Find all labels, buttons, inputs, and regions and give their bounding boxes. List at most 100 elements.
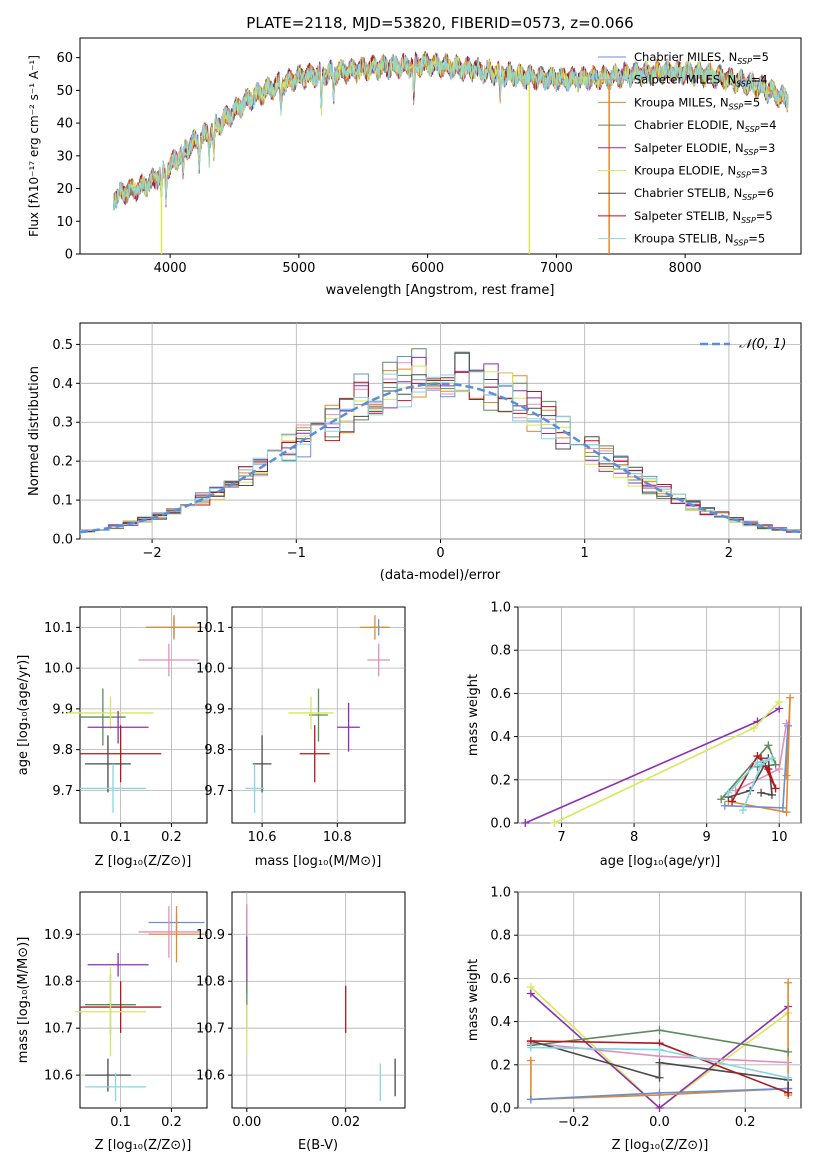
weight-marker bbox=[655, 1058, 664, 1067]
y-tick-label: 50 bbox=[56, 84, 73, 99]
y-tick-label: 10.0 bbox=[44, 662, 73, 677]
error-bar-point bbox=[85, 1072, 147, 1101]
y-tick-label: 0.6 bbox=[490, 972, 511, 987]
legend-label-subscript: SSP bbox=[741, 216, 756, 225]
mass-vs-z-panel: 0.1 0.2 10.6 10.7 10.8 10.9 Z [log₁₀(Z/Z⊙)] m… bbox=[16, 891, 208, 1153]
weight-marker bbox=[655, 1073, 664, 1082]
x-tick-label: 0.0 bbox=[649, 1115, 670, 1130]
y-tick-label: 0.4 bbox=[490, 1015, 511, 1030]
weight-marker bbox=[526, 1056, 535, 1065]
legend-label-tail: =5 bbox=[756, 209, 773, 223]
legend-label-subscript: SSP bbox=[734, 239, 749, 248]
weight-marker bbox=[764, 765, 773, 773]
error-bar-point bbox=[359, 615, 390, 640]
legend-label-main: Chabrier MILES, N bbox=[634, 50, 737, 64]
x-tick-label: 10.8 bbox=[323, 830, 352, 845]
x-tick-label: 2 bbox=[725, 546, 733, 561]
weight-marker bbox=[775, 698, 784, 707]
weight-series-line bbox=[530, 982, 789, 1101]
y-tick-label: 10.6 bbox=[196, 1069, 225, 1084]
y-tick-label: 0.8 bbox=[490, 929, 511, 944]
error-bar-point bbox=[337, 702, 360, 752]
legend-label: Salpeter STELIB, NSSP=5 bbox=[634, 209, 773, 225]
y-tick-label: 10.8 bbox=[44, 975, 73, 990]
legend-label: Kroupa MILES, NSSP=5 bbox=[634, 95, 760, 111]
spectrum-plot-area: 4000 5000 6000 7000 8000 0 10 20 30 40 50 60 bbox=[56, 51, 789, 276]
x-tick-label: 9 bbox=[703, 830, 711, 845]
weight-marker bbox=[728, 797, 737, 806]
legend-label-tail: =4 bbox=[760, 118, 777, 132]
mass-vs-z-xlabel: Z [log₁₀(Z/Z⊙)] bbox=[95, 1138, 192, 1153]
weight-vs-age-xlabel: age [log₁₀(age/yr)] bbox=[600, 854, 721, 869]
legend-label-tail: =5 bbox=[743, 95, 760, 109]
legend-label-main: Salpeter MILES, N bbox=[634, 73, 736, 87]
weight-marker bbox=[784, 1088, 793, 1097]
legend-label: Salpeter ELODIE, NSSP=3 bbox=[634, 141, 775, 157]
legend-label-main: Chabrier STELIB, N bbox=[634, 186, 742, 200]
residual-histograms bbox=[80, 348, 801, 535]
mass-vs-ebv-xlabel: E(B-V) bbox=[298, 1138, 338, 1153]
y-tick-label: 0.2 bbox=[52, 455, 73, 470]
x-tick-label: 10.6 bbox=[248, 830, 277, 845]
y-tick-label: 0.0 bbox=[490, 817, 511, 832]
y-tick-label: 40 bbox=[56, 117, 73, 132]
x-tick-label: 5000 bbox=[282, 261, 315, 276]
legend-label: Kroupa ELODIE, NSSP=3 bbox=[634, 164, 768, 180]
weight-marker bbox=[764, 741, 773, 750]
normal-curve bbox=[80, 382, 801, 534]
weight-marker bbox=[784, 1073, 793, 1082]
weight-marker bbox=[784, 978, 793, 987]
error-bar-point bbox=[148, 906, 205, 963]
y-tick-label: 20 bbox=[56, 182, 73, 197]
weight-vs-z-panel: −0.2 0.0 0.2 0.0 0.2 0.4 0.6 0.8 1.0 Z [log₁₀(Z/… bbox=[466, 886, 802, 1153]
weight-marker bbox=[521, 819, 530, 827]
age-vs-mass-frame bbox=[231, 606, 406, 824]
mass-vs-z-ylabel: mass [log₁₀(M/M⊙)] bbox=[16, 937, 31, 1064]
y-tick-label: 0.1 bbox=[52, 494, 73, 509]
x-tick-label: −2 bbox=[143, 546, 162, 561]
residual-xlabel: (data-model)/error bbox=[380, 568, 501, 583]
age-vs-z-xlabel: Z [log₁₀(Z/Z⊙)] bbox=[95, 854, 192, 869]
y-tick-label: 0.6 bbox=[490, 687, 511, 702]
legend-label-tail: =3 bbox=[758, 141, 775, 155]
x-tick-label: −0.2 bbox=[558, 1115, 590, 1130]
weight-marker bbox=[655, 1104, 664, 1112]
error-bar-point bbox=[80, 763, 147, 813]
y-tick-label: 10.1 bbox=[196, 621, 225, 636]
weight-marker bbox=[757, 760, 766, 769]
residual-histogram-step bbox=[80, 371, 801, 535]
weight-marker bbox=[767, 754, 776, 763]
residual-legend: 𝒩(0, 1) bbox=[700, 337, 786, 352]
weight-vs-age-panel: 7 8 9 10 0.0 0.2 0.4 0.6 0.8 1.0 age [log₁₀(age/y… bbox=[466, 601, 802, 869]
error-bar-point bbox=[367, 643, 390, 677]
weight-marker bbox=[738, 806, 747, 815]
y-tick-label: 0.4 bbox=[490, 730, 511, 745]
error-bar-point bbox=[309, 688, 328, 742]
residual-plot-area: −2 −1 0 1 2 0.0 0.1 0.2 0.3 0.4 0.5 bbox=[52, 323, 801, 561]
mass-vs-ebv-plot-area: 0.00 0.02 10.6 10.7 10.8 10.9 bbox=[196, 892, 405, 1130]
legend-label-main: Kroupa MILES, N bbox=[634, 95, 729, 109]
weight-marker bbox=[784, 1058, 793, 1067]
spectrum-series-line bbox=[113, 53, 789, 211]
weight-marker bbox=[526, 1095, 535, 1104]
y-tick-label: 0.2 bbox=[490, 1058, 511, 1073]
weight-marker bbox=[720, 801, 729, 810]
legend-label-subscript: SSP bbox=[737, 57, 752, 66]
age-vs-z-panel: 0.1 0.29.79.89.910.010.1 Z [log₁₀(Z/Z⊙)] … bbox=[16, 606, 208, 869]
error-bar-point bbox=[299, 725, 330, 783]
figure-title: PLATE=2118, MJD=53820, FIBERID=0573, z=0… bbox=[246, 14, 633, 32]
weight-marker bbox=[526, 989, 535, 998]
y-tick-label: 10.8 bbox=[196, 975, 225, 990]
weight-marker bbox=[717, 795, 726, 804]
spectrum-panel: 4000 5000 6000 7000 8000 0 10 20 30 40 50 60 wavele… bbox=[27, 37, 802, 298]
y-tick-label: 10.7 bbox=[44, 1022, 73, 1037]
age-vs-z-ylabel: age [log₁₀(age/yr)] bbox=[16, 655, 31, 776]
x-tick-label: 4000 bbox=[154, 261, 187, 276]
x-tick-label: 0 bbox=[436, 546, 444, 561]
weight-marker bbox=[778, 803, 787, 812]
x-tick-label: 1 bbox=[581, 546, 589, 561]
weight-vs-age-frame bbox=[517, 606, 802, 824]
weight-marker bbox=[655, 1026, 664, 1035]
x-tick-label: 8 bbox=[630, 830, 638, 845]
